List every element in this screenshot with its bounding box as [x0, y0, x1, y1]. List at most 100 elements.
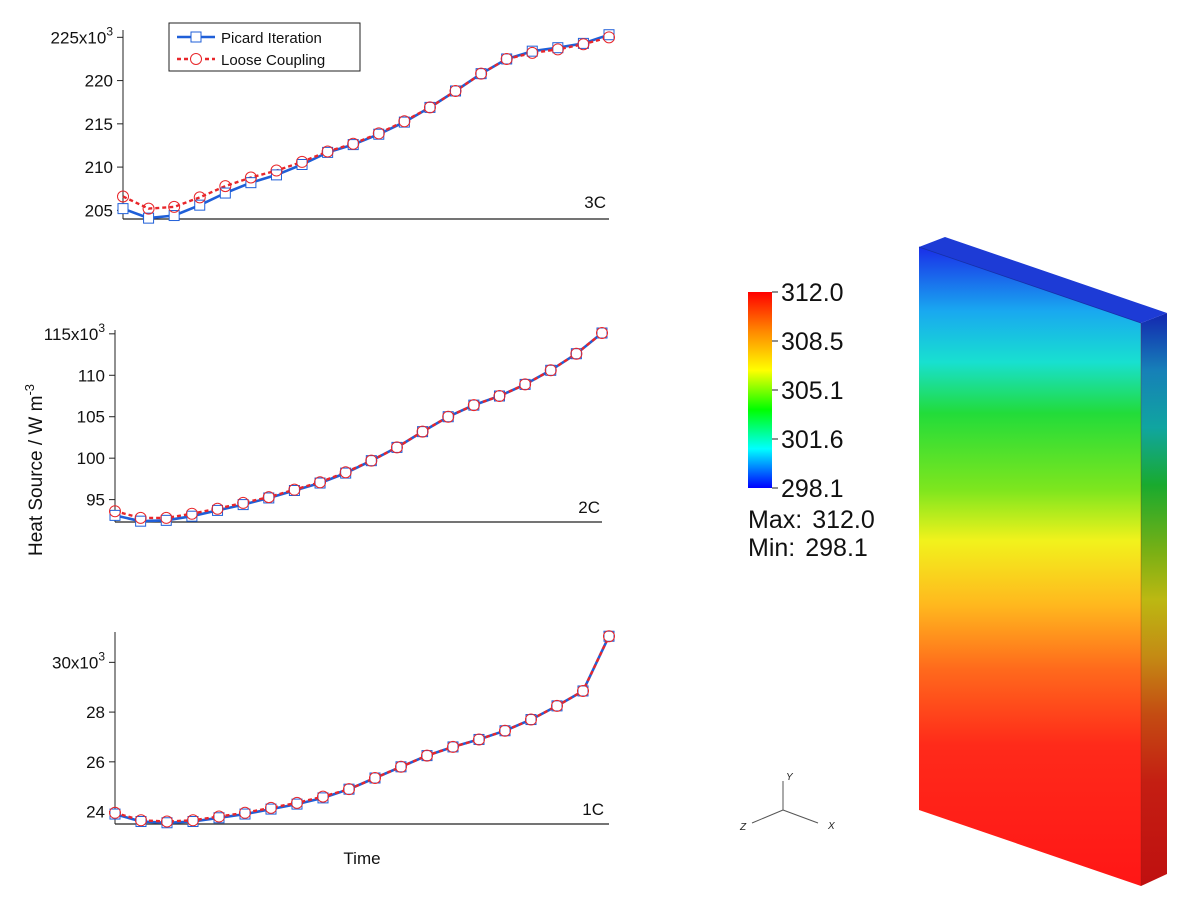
data-point-picard [117, 203, 129, 215]
data-point-loose [339, 466, 352, 479]
data-point-picard [499, 725, 511, 737]
x-axis-label: Time [343, 849, 380, 868]
data-point-loose [372, 127, 385, 140]
y-tick-label-base: 26 [86, 753, 105, 772]
y-tick-label: 100 [77, 449, 105, 468]
data-point-picard [545, 364, 557, 376]
data-point-loose [596, 327, 608, 339]
y-tick-label: 115x103 [44, 321, 106, 344]
data-point-picard [135, 515, 147, 527]
y-tick-label: 26 [86, 753, 105, 772]
y-tick-label-base: 205 [85, 201, 113, 220]
data-point-loose [117, 190, 129, 203]
data-point-picard [109, 509, 121, 521]
y-tick-label: 220 [85, 72, 113, 91]
y-tick-label-exponent: 3 [106, 24, 113, 38]
data-point-loose [219, 180, 232, 193]
data-point-loose [185, 507, 198, 520]
triad-z-label: Z [739, 822, 747, 833]
data-point-picard [501, 53, 513, 65]
legend-marker-square-icon [190, 31, 202, 43]
y-tick-label-base: 220 [85, 72, 113, 91]
colorbar-min-value: 298.1 [805, 534, 868, 562]
y-tick-label-base: 24 [86, 803, 105, 822]
y-tick-label: 95 [86, 491, 105, 510]
data-point-loose [577, 38, 590, 51]
colorbar-tick-label: 301.6 [781, 426, 844, 454]
legend-entry-loose: Loose Coupling [177, 52, 325, 69]
data-point-loose [577, 684, 589, 697]
temperature-slab [918, 237, 1167, 886]
legend-entry-picard: Picard Iteration [177, 30, 322, 47]
data-point-picard [525, 714, 537, 726]
data-point-picard [395, 761, 407, 773]
data-point-loose [421, 749, 433, 762]
y-tick-label-base: 30x10 [52, 653, 98, 672]
y-tick-label: 210 [85, 158, 113, 177]
series-line-loose [114, 332, 603, 520]
colorbar-max-value: 312.0 [812, 506, 875, 534]
y-tick-label: 225x103 [51, 24, 114, 47]
data-point-picard [143, 212, 155, 224]
data-point-loose [603, 31, 615, 44]
data-point-loose [390, 441, 403, 454]
y-tick-label-base: 95 [86, 491, 105, 510]
y-tick-label: 205 [85, 201, 113, 220]
y-axis-label: Heat Source / W m-3 [22, 384, 47, 556]
panel-label: 3C [584, 193, 606, 212]
data-point-loose [317, 790, 329, 803]
slab-edge [918, 246, 1142, 324]
data-point-loose [398, 115, 411, 128]
data-point-loose [160, 511, 173, 524]
y-axis-label-text: Heat Source / W m [26, 396, 47, 557]
data-point-picard [475, 68, 487, 80]
data-point-picard [270, 169, 282, 181]
data-point-loose [519, 378, 532, 391]
data-point-loose [239, 806, 251, 819]
data-point-loose [161, 815, 173, 828]
data-point-picard [296, 158, 308, 170]
y-tick-label: 24 [86, 803, 105, 822]
data-point-loose [288, 483, 301, 496]
colorbar-min: Min: 298.1 [748, 534, 868, 562]
series-line-picard [114, 635, 611, 825]
data-point-loose [244, 171, 257, 184]
data-point-picard [417, 426, 429, 438]
y-tick-label-exponent: 3 [98, 321, 105, 335]
data-point-picard [365, 455, 377, 467]
data-point-loose [395, 760, 407, 773]
data-point-loose [526, 46, 539, 59]
y-tick-label-base: 115x10 [44, 325, 99, 344]
data-point-loose [475, 67, 488, 80]
series-line-picard [114, 331, 603, 523]
data-point-picard [219, 187, 231, 199]
data-point-picard [570, 348, 582, 360]
data-point-loose [551, 699, 563, 712]
data-point-loose [237, 496, 250, 509]
legend: Picard Iteration Loose Coupling [168, 22, 361, 72]
data-point-loose [365, 454, 378, 467]
data-point-loose [321, 145, 334, 158]
data-point-picard [391, 441, 403, 453]
data-point-loose [213, 810, 225, 823]
legend-label-loose: Loose Coupling [221, 52, 325, 69]
colorbar-gradient [748, 292, 772, 488]
y-tick-label: 110 [78, 366, 105, 385]
data-point-picard [450, 85, 462, 97]
data-point-loose [296, 155, 309, 168]
chart-panel-3C: 225x103 220 215 210 205 3C [51, 24, 615, 224]
data-point-loose [193, 191, 206, 204]
colorbar-max-label: Max: [748, 506, 802, 534]
data-point-loose [369, 771, 381, 784]
y-tick-label-base: 100 [77, 449, 105, 468]
data-point-loose [525, 713, 537, 726]
data-point-loose [603, 630, 615, 643]
y-tick-label: 30x103 [52, 649, 105, 672]
y-tick-label-base: 225x10 [51, 28, 107, 47]
data-point-picard [194, 199, 206, 211]
y-axis-label-exponent: -3 [22, 384, 37, 396]
legend-marker-circle-icon [190, 53, 202, 65]
data-point-loose [499, 724, 511, 737]
